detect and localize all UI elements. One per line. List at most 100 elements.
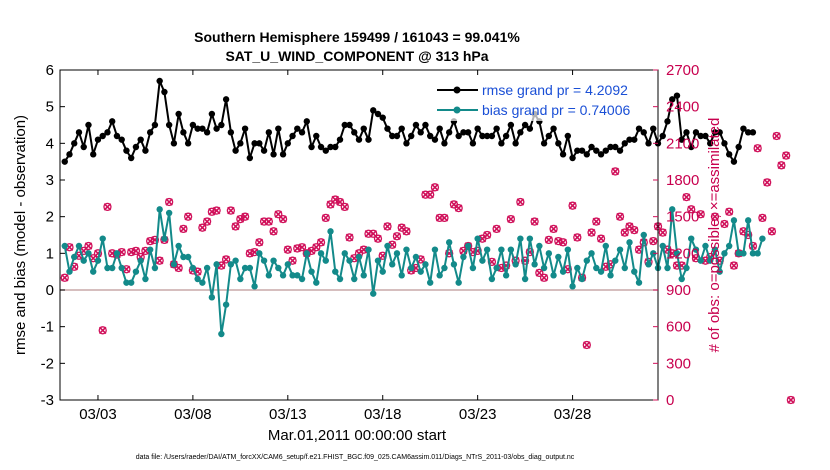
rmse-series-point — [289, 132, 296, 140]
obs-assimilated-marker — [393, 232, 401, 240]
bias-series-point — [536, 242, 543, 250]
obs-possible-marker — [430, 183, 440, 192]
y-left-tick-label: 1 — [46, 245, 54, 262]
rmse-series-point — [298, 129, 306, 136]
rmse-series-point — [464, 129, 472, 136]
obs-assimilated-stroke — [768, 227, 776, 236]
obs-assimilated-marker — [559, 238, 567, 247]
obs-assimilated-stroke — [530, 217, 539, 226]
obs-assimilated-marker — [279, 215, 287, 223]
obs-possible-marker — [516, 197, 525, 207]
obs-possible-marker — [501, 261, 511, 270]
rmse-series-point — [607, 143, 614, 151]
obs-assimilated-marker — [777, 161, 786, 170]
rmse-series-point — [564, 132, 572, 140]
rmse-series-point — [127, 154, 135, 162]
bias-series-point — [370, 290, 377, 297]
obs-assimilated-stroke — [265, 217, 273, 226]
obs-possible-marker — [720, 219, 729, 229]
rmse-series-point — [469, 140, 477, 147]
obs-possible-marker — [592, 217, 601, 226]
rmse-series-point — [189, 121, 197, 129]
bias-series-point — [341, 250, 348, 257]
rmse-series-point — [730, 158, 738, 165]
rmse-series-point — [692, 129, 700, 136]
rmse-series-point — [559, 151, 567, 158]
rmse-series-point — [445, 129, 453, 136]
obs-assimilated-marker — [426, 190, 434, 199]
rmse-series-point — [270, 151, 277, 158]
bias-series-point — [260, 257, 268, 264]
obs-assimilated-marker — [730, 261, 738, 270]
obs-assimilated-marker — [236, 215, 245, 223]
rmse-series-point — [194, 125, 201, 132]
bias-series-line — [63, 208, 764, 335]
y-left-tick-label: 2 — [46, 209, 54, 226]
obs-assimilated-marker — [530, 217, 539, 226]
obs-assimilated-stroke — [317, 238, 325, 247]
rmse-series-point — [251, 140, 258, 147]
obs-assimilated-stroke — [298, 243, 306, 251]
obs-assimilated-stroke — [658, 228, 667, 237]
obs-possible-marker — [226, 206, 236, 215]
obs-assimilated-stroke — [174, 264, 183, 272]
bias-series-point — [602, 242, 609, 250]
obs-assimilated-marker — [758, 214, 767, 222]
obs-possible-marker — [520, 256, 530, 265]
bias-series-point — [199, 279, 206, 286]
obs-possible-marker — [767, 227, 777, 236]
obs-possible-marker — [440, 213, 449, 223]
bias-series-point — [365, 246, 372, 253]
bias-series-point — [688, 235, 695, 242]
rmse-series-point — [697, 132, 704, 140]
obs-assimilated-stroke — [255, 238, 264, 247]
legend-bias-label: bias grand pr = 0.74006 — [482, 102, 630, 118]
rmse-series-point — [493, 125, 500, 132]
rmse-series-point — [313, 132, 320, 140]
obs-possible-marker — [316, 238, 326, 247]
bias-series-point — [597, 268, 605, 275]
obs-assimilated-stroke — [777, 161, 786, 170]
bias-series-point — [127, 279, 135, 286]
obs-possible-marker — [763, 178, 772, 187]
bias-series-point — [303, 250, 310, 257]
obs-assimilated-stroke — [682, 193, 691, 201]
bias-series-point — [85, 250, 92, 257]
bias-series-point — [289, 272, 296, 279]
y-axis-label-left: rmse and bias (model - observation) — [12, 115, 29, 355]
bias-series-point — [279, 272, 287, 279]
rmse-series-point — [707, 140, 714, 147]
rmse-series-point — [597, 151, 605, 158]
obs-possible-marker — [369, 229, 378, 238]
bias-series-point — [237, 275, 244, 283]
obs-assimilated-marker — [583, 341, 591, 349]
rmse-series-point — [389, 132, 396, 140]
obs-possible-marker — [179, 224, 188, 234]
y-right-tick-label: 300 — [666, 355, 691, 372]
rmse-series-point — [583, 151, 591, 158]
rmse-series-point — [308, 143, 315, 151]
obs-assimilated-stroke — [621, 228, 629, 237]
obs-assimilated-marker — [383, 222, 392, 231]
obs-assimilated-marker — [787, 396, 795, 404]
y-right-tick-label: 2700 — [666, 62, 699, 79]
obs-assimilated-marker — [573, 233, 582, 242]
obs-assimilated-marker — [155, 256, 164, 265]
obs-assimilated-marker — [359, 245, 368, 254]
obs-possible-marker — [710, 212, 720, 221]
obs-possible-marker — [364, 229, 373, 238]
obs-assimilated-stroke — [60, 274, 69, 282]
obs-assimilated-stroke — [208, 208, 216, 216]
rmse-series-point — [279, 151, 287, 158]
obs-assimilated-marker — [483, 231, 491, 239]
obs-assimilated-stroke — [397, 223, 406, 232]
bias-series-point — [426, 279, 434, 286]
bias-series-point — [71, 253, 78, 261]
obs-assimilated-marker — [322, 214, 330, 222]
bias-series-point — [730, 217, 738, 224]
obs-possible-marker — [777, 161, 786, 170]
obs-assimilated-marker — [630, 226, 639, 234]
obs-possible-marker — [772, 131, 781, 141]
bias-series-point — [422, 261, 429, 268]
obs-possible-marker — [781, 151, 791, 160]
